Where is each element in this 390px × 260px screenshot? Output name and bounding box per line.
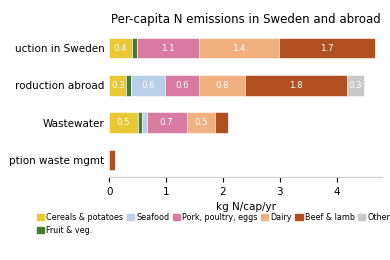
Bar xyxy=(215,112,227,133)
Bar xyxy=(279,38,375,58)
Text: 0.8: 0.8 xyxy=(215,81,229,90)
Bar xyxy=(131,75,165,96)
Bar xyxy=(347,75,364,96)
Text: 0.3: 0.3 xyxy=(349,81,362,90)
Text: 0.4: 0.4 xyxy=(114,44,128,53)
X-axis label: kg N/cap/yr: kg N/cap/yr xyxy=(216,202,276,212)
Text: 1.4: 1.4 xyxy=(232,44,246,53)
Bar xyxy=(136,38,199,58)
Text: 0.6: 0.6 xyxy=(141,81,155,90)
Bar xyxy=(142,112,147,133)
Bar xyxy=(147,112,186,133)
Bar xyxy=(186,112,215,133)
Bar xyxy=(109,150,115,170)
Legend: Cereals & potatoes, Fruit & veg., Seafood, Pork, poultry, eggs, Dairy, Beef & la: Cereals & potatoes, Fruit & veg., Seafoo… xyxy=(37,213,390,235)
Text: 0.3: 0.3 xyxy=(111,81,124,90)
Bar xyxy=(132,38,136,58)
Bar xyxy=(165,75,199,96)
Text: 1.8: 1.8 xyxy=(289,81,303,90)
Text: 0.5: 0.5 xyxy=(117,118,130,127)
Bar xyxy=(109,75,126,96)
Bar xyxy=(199,38,279,58)
Text: 0.7: 0.7 xyxy=(160,118,174,127)
Bar xyxy=(138,112,142,133)
Bar xyxy=(199,75,245,96)
Bar xyxy=(109,112,138,133)
Text: 1.7: 1.7 xyxy=(320,44,334,53)
Bar xyxy=(126,75,131,96)
Bar xyxy=(245,75,347,96)
Text: 0.6: 0.6 xyxy=(175,81,189,90)
Text: 1.1: 1.1 xyxy=(161,44,175,53)
Bar xyxy=(109,38,132,58)
Title: Per-capita N emissions in Sweden and abroad: Per-capita N emissions in Sweden and abr… xyxy=(111,13,381,26)
Text: 0.5: 0.5 xyxy=(194,118,207,127)
